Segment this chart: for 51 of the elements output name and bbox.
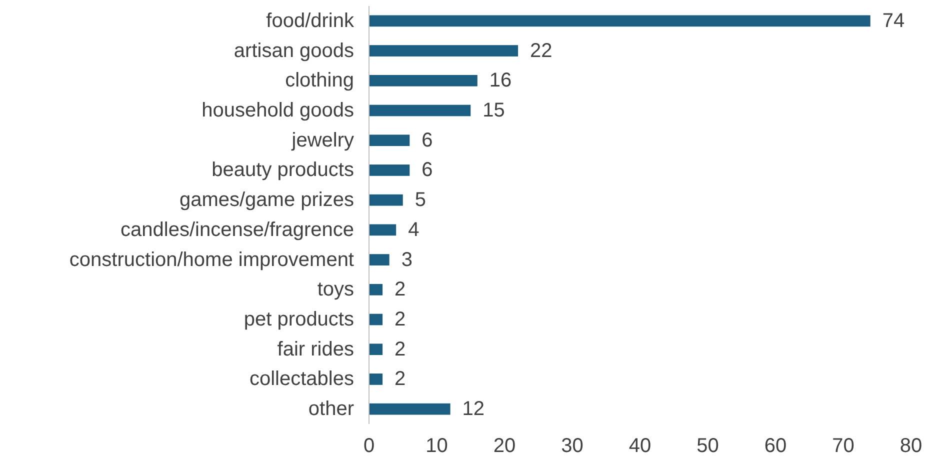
y-tick-label: jewelry <box>290 129 354 152</box>
bar <box>369 104 471 116</box>
data-label: 16 <box>489 70 512 92</box>
y-tick-label: clothing <box>285 70 354 92</box>
bar <box>369 224 396 236</box>
data-label: 2 <box>394 338 406 360</box>
y-tick-label: fair rides <box>277 338 354 360</box>
bar <box>369 15 870 27</box>
bar <box>369 284 383 296</box>
bar <box>369 164 410 176</box>
y-tick-label: toys <box>317 278 354 301</box>
data-label: 74 <box>882 10 905 32</box>
data-label: 12 <box>462 398 485 420</box>
data-label: 22 <box>530 40 552 62</box>
x-tick-label: 10 <box>426 435 448 457</box>
y-tick-label: beauty products <box>212 159 354 182</box>
data-label: 6 <box>422 159 433 182</box>
bar <box>369 194 403 206</box>
bar <box>369 134 410 146</box>
data-label: 6 <box>422 129 433 152</box>
data-label: 2 <box>394 278 406 301</box>
bar <box>369 74 478 86</box>
y-tick-label: construction/home improvement <box>69 248 354 271</box>
y-tick-label: other <box>308 398 354 420</box>
x-tick-label: 80 <box>900 435 922 457</box>
bar <box>369 45 518 56</box>
bar <box>369 314 383 326</box>
y-tick-label: candles/incense/fragrence <box>120 218 354 241</box>
data-label: 15 <box>482 100 505 122</box>
y-tick-label: household goods <box>202 100 354 122</box>
bar <box>369 344 383 356</box>
bar <box>369 254 390 266</box>
x-tick-label: 20 <box>493 435 516 457</box>
x-tick-label: 30 <box>561 435 584 457</box>
x-tick-label: 70 <box>832 435 854 457</box>
x-tick-label: 0 <box>363 435 375 457</box>
data-label: 4 <box>408 218 420 241</box>
y-tick-label: pet products <box>244 308 354 330</box>
y-tick-label: food/drink <box>266 10 355 32</box>
data-label: 5 <box>414 189 426 212</box>
bar <box>369 403 450 415</box>
y-tick-label: artisan goods <box>234 40 354 62</box>
bar <box>369 374 383 385</box>
x-tick-label: 50 <box>696 435 719 457</box>
data-label: 2 <box>394 368 406 390</box>
y-tick-label: collectables <box>249 368 354 390</box>
data-label: 3 <box>401 248 412 271</box>
y-tick-label: games/game prizes <box>179 189 354 212</box>
data-label: 2 <box>394 308 406 330</box>
x-tick-label: 60 <box>764 435 787 457</box>
x-tick-label: 40 <box>628 435 652 457</box>
